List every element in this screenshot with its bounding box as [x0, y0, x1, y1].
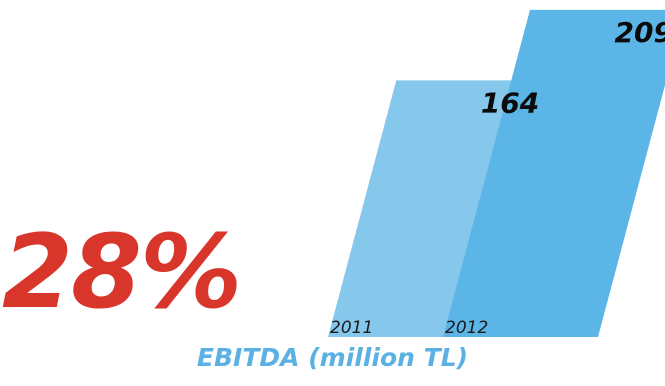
category-label-2012: 2012 [445, 318, 488, 338]
value-label-2012: 209 [615, 16, 665, 49]
bar-2012 [443, 9, 665, 337]
value-label-2011: 164 [481, 86, 539, 119]
growth-percentage: 28% [2, 213, 242, 332]
category-label-2011: 2011 [330, 318, 373, 338]
chart-title: EBITDA (million TL) [196, 343, 469, 372]
